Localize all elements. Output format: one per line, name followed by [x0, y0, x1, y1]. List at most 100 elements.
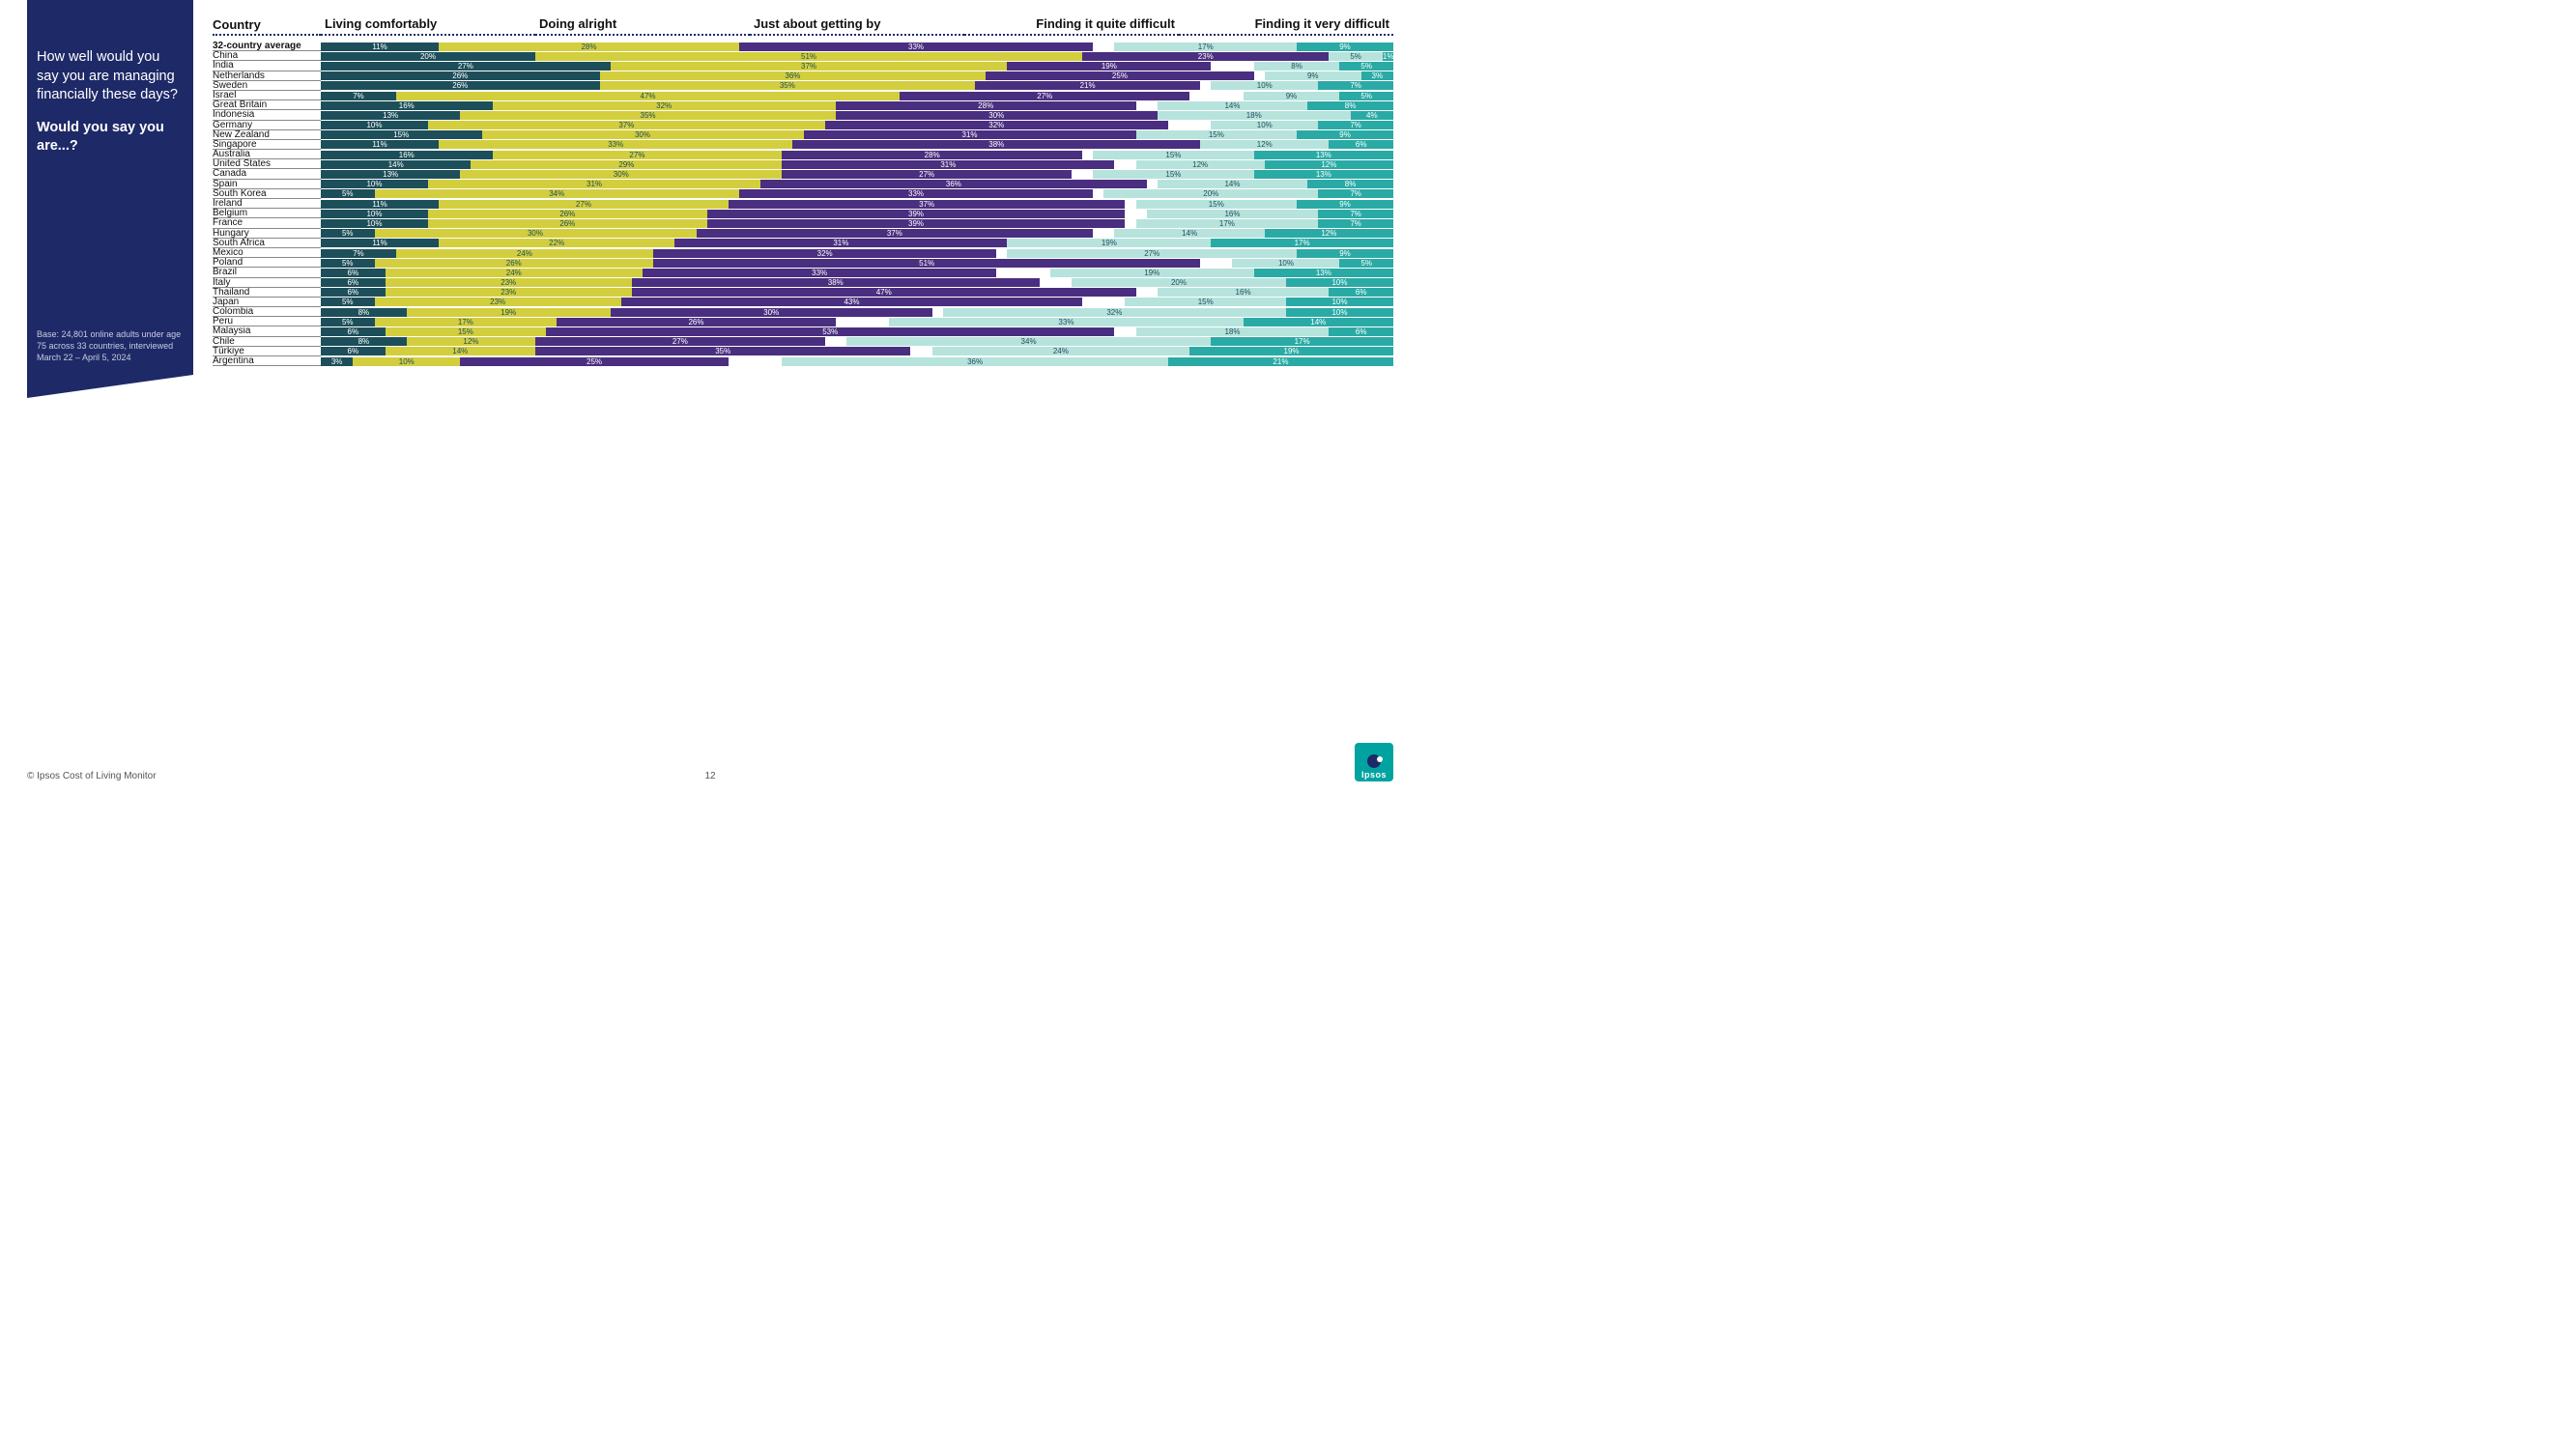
stacked-bar: 15%30%31%15%9%: [321, 130, 1393, 139]
stacked-bar: 8%12%27%34%17%: [321, 337, 1393, 346]
bar-segment: 9%: [1297, 43, 1393, 51]
stacked-bar: 26%35%21%10%7%: [321, 81, 1393, 90]
bar-segment: 7%: [1318, 189, 1393, 198]
bar-segment: 19%: [1050, 269, 1254, 277]
data-row: South Korea5%34%33%20%7%: [213, 189, 1393, 199]
bar-segment: 9%: [1297, 200, 1393, 209]
stacked-bar: 5%30%37%14%12%: [321, 229, 1393, 238]
bar-gap: [1114, 327, 1135, 336]
bar-segment: 7%: [321, 92, 396, 100]
country-label: Peru: [213, 317, 321, 327]
bar-segment: 29%: [471, 160, 782, 169]
bar-segment: 13%: [321, 170, 460, 179]
bar-segment: 14%: [321, 160, 471, 169]
bar-gap: [1136, 288, 1158, 297]
data-row: Mexico7%24%32%27%9%: [213, 248, 1393, 258]
bar-gap: [1254, 71, 1265, 80]
bar-segment: 27%: [782, 170, 1072, 179]
data-row: Argentina3%10%25%36%21%: [213, 356, 1393, 366]
stacked-bar-chart: Country Living comfortablyDoing alrightJ…: [213, 17, 1393, 366]
bar-segment: 18%: [1158, 111, 1351, 120]
data-row: Malaysia6%15%53%18%6%: [213, 327, 1393, 336]
bar-segment: 9%: [1297, 130, 1393, 139]
bar-segment: 6%: [1329, 140, 1393, 149]
bar-segment: 31%: [782, 160, 1114, 169]
bar-segment: 35%: [535, 347, 911, 355]
bar-segment: 33%: [643, 269, 996, 277]
data-row: Hungary5%30%37%14%12%: [213, 229, 1393, 239]
bar-segment: 8%: [321, 337, 407, 346]
bar-segment: 53%: [546, 327, 1114, 336]
data-row: Türkiye6%14%35%24%19%: [213, 347, 1393, 356]
bar-segment: 43%: [621, 298, 1082, 306]
bar-segment: 28%: [782, 151, 1082, 159]
bar-segment: 19%: [1007, 239, 1211, 247]
bar-segment: 16%: [321, 151, 493, 159]
bar-segment: 47%: [396, 92, 901, 100]
country-label: Germany: [213, 121, 321, 130]
stacked-bar: 5%17%26%33%14%: [321, 318, 1393, 327]
bar-segment: 15%: [321, 130, 482, 139]
bar-segment: 10%: [1211, 81, 1318, 90]
bar-segment: 51%: [535, 52, 1082, 61]
stacked-bar: 6%14%35%24%19%: [321, 347, 1393, 355]
bar-segment: 13%: [1254, 151, 1393, 159]
bar-segment: 26%: [557, 318, 836, 327]
bar-segment: 5%: [321, 318, 375, 327]
bar-segment: 5%: [1339, 62, 1393, 71]
data-row: Belgium10%26%39%16%7%: [213, 209, 1393, 218]
bar-segment: 33%: [739, 189, 1093, 198]
page-number: 12: [704, 771, 715, 781]
bar-segment: 14%: [1158, 180, 1307, 188]
country-label: France: [213, 218, 321, 228]
bar-segment: 10%: [1286, 308, 1393, 317]
bar-segment: 15%: [386, 327, 547, 336]
page-footer: © Ipsos Cost of Living Monitor 12 Ipsos: [27, 743, 1393, 781]
bar-segment: 11%: [321, 140, 439, 149]
country-label: Great Britain: [213, 100, 321, 110]
bar-segment: 11%: [321, 239, 439, 247]
bar-segment: 7%: [321, 249, 396, 258]
stacked-bar: 26%36%25%9%3%: [321, 71, 1393, 80]
bar-segment: 26%: [375, 259, 654, 268]
bar-segment: 6%: [1329, 327, 1393, 336]
bar-segment: 5%: [1329, 52, 1383, 61]
bar-gap: [1093, 229, 1114, 238]
bar-segment: 21%: [975, 81, 1200, 90]
bar-segment: 19%: [1007, 62, 1211, 71]
data-row: Japan5%23%43%15%10%: [213, 298, 1393, 307]
data-row: Great Britain16%32%28%14%8%: [213, 100, 1393, 110]
bar-segment: 10%: [1286, 298, 1393, 306]
country-label: Belgium: [213, 209, 321, 218]
bar-segment: 16%: [1147, 210, 1319, 218]
bar-segment: 10%: [321, 121, 428, 129]
bar-segment: 10%: [321, 180, 428, 188]
bar-gap: [825, 337, 846, 346]
bar-segment: 39%: [707, 210, 1126, 218]
bar-segment: 9%: [1244, 92, 1340, 100]
bar-segment: 24%: [932, 347, 1189, 355]
bar-segment: 13%: [321, 111, 460, 120]
bar-segment: 47%: [632, 288, 1136, 297]
bar-segment: 6%: [321, 288, 386, 297]
bar-segment: 8%: [1307, 180, 1393, 188]
bar-segment: 31%: [428, 180, 760, 188]
bar-segment: 5%: [1339, 259, 1393, 268]
bar-segment: 19%: [1189, 347, 1393, 355]
bar-gap: [1147, 180, 1158, 188]
data-row: Indonesia13%35%30%18%4%: [213, 110, 1393, 120]
bar-segment: 6%: [321, 269, 386, 277]
bar-segment: 17%: [1211, 337, 1393, 346]
bar-gap: [1200, 81, 1211, 90]
bar-gap: [729, 357, 783, 366]
bar-segment: 7%: [1318, 219, 1393, 228]
bar-segment: 12%: [407, 337, 535, 346]
bar-gap: [1211, 62, 1253, 71]
data-row: South Africa11%22%31%19%17%: [213, 239, 1393, 248]
question-text-1: How well would you say you are managing …: [37, 48, 178, 105]
stacked-bar: 5%26%51%10%5%: [321, 259, 1393, 268]
copyright-text: © Ipsos Cost of Living Monitor: [27, 771, 157, 781]
country-label: Argentina: [213, 356, 321, 366]
bar-segment: 27%: [1007, 249, 1297, 258]
bar-segment: 10%: [321, 210, 428, 218]
